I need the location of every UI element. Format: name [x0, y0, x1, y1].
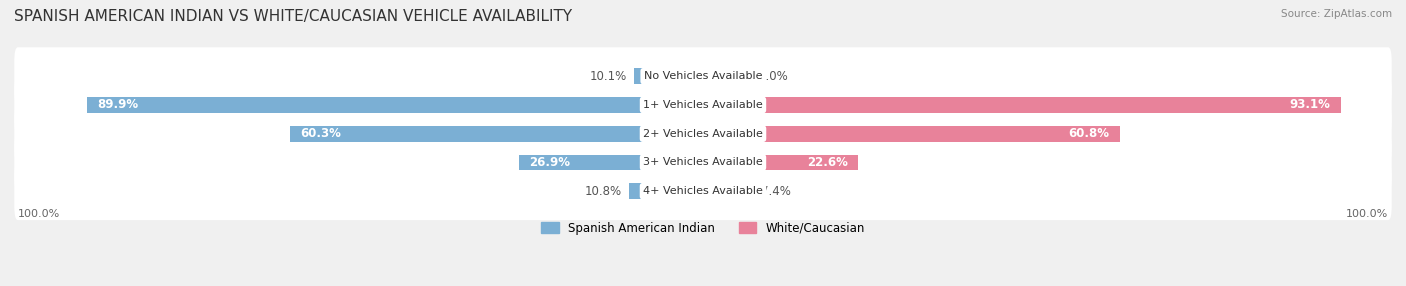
- FancyBboxPatch shape: [14, 162, 1392, 220]
- FancyBboxPatch shape: [14, 76, 1392, 134]
- Bar: [290, 126, 703, 142]
- Bar: [703, 68, 751, 84]
- Text: 93.1%: 93.1%: [1289, 98, 1330, 112]
- Text: 89.9%: 89.9%: [97, 98, 138, 112]
- Bar: [628, 183, 703, 199]
- Text: 26.9%: 26.9%: [529, 156, 569, 169]
- Text: No Vehicles Available: No Vehicles Available: [644, 71, 762, 81]
- FancyBboxPatch shape: [14, 47, 1392, 105]
- Text: 4+ Vehicles Available: 4+ Vehicles Available: [643, 186, 763, 196]
- Text: 100.0%: 100.0%: [1346, 209, 1388, 219]
- Text: SPANISH AMERICAN INDIAN VS WHITE/CAUCASIAN VEHICLE AVAILABILITY: SPANISH AMERICAN INDIAN VS WHITE/CAUCASI…: [14, 9, 572, 23]
- Text: 7.0%: 7.0%: [758, 70, 787, 83]
- FancyBboxPatch shape: [14, 105, 1392, 163]
- Text: 3+ Vehicles Available: 3+ Vehicles Available: [643, 157, 763, 167]
- Text: 10.8%: 10.8%: [585, 185, 621, 198]
- Text: 100.0%: 100.0%: [18, 209, 60, 219]
- Text: 60.8%: 60.8%: [1069, 127, 1109, 140]
- Bar: [634, 68, 703, 84]
- Bar: [519, 154, 703, 170]
- Bar: [87, 97, 703, 113]
- Text: 1+ Vehicles Available: 1+ Vehicles Available: [643, 100, 763, 110]
- Text: 10.1%: 10.1%: [589, 70, 627, 83]
- Bar: [703, 97, 1341, 113]
- FancyBboxPatch shape: [14, 134, 1392, 191]
- Text: 60.3%: 60.3%: [299, 127, 340, 140]
- Text: Source: ZipAtlas.com: Source: ZipAtlas.com: [1281, 9, 1392, 19]
- Legend: Spanish American Indian, White/Caucasian: Spanish American Indian, White/Caucasian: [536, 217, 870, 240]
- Text: 2+ Vehicles Available: 2+ Vehicles Available: [643, 129, 763, 139]
- Bar: [703, 183, 754, 199]
- Bar: [703, 126, 1119, 142]
- Text: 7.4%: 7.4%: [761, 185, 790, 198]
- Text: 22.6%: 22.6%: [807, 156, 848, 169]
- Bar: [703, 154, 858, 170]
